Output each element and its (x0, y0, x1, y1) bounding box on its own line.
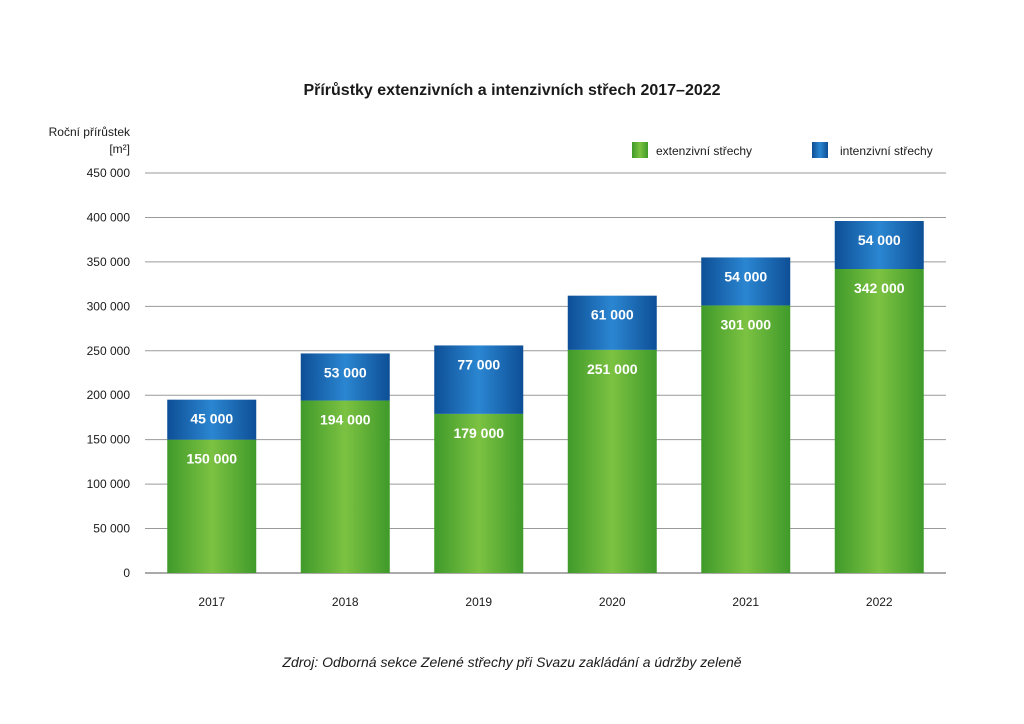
x-tick-label: 2022 (866, 595, 893, 609)
legend-label-extenzivni: extenzivní střechy (656, 144, 752, 158)
legend-label-intenzivni: intenzivní střechy (840, 144, 933, 158)
bar-intenzivni-2022 (834, 221, 924, 269)
legend-swatch-intenzivni (812, 142, 828, 158)
data-label-extenzivni-2020: 251 000 (587, 361, 638, 377)
y-tick-label: 300 000 (87, 299, 131, 313)
bars: 150 000 45 000 194 000 53 000 179 000 77 000 2… (167, 221, 924, 573)
x-tick-label: 2017 (198, 595, 225, 609)
data-label-intenzivni-2017: 45 000 (190, 411, 233, 427)
data-label-extenzivni-2022: 342 000 (854, 280, 905, 296)
bar-intenzivni-2019 (434, 345, 524, 414)
bar-extenzivni-2021 (701, 305, 791, 573)
x-tick-label: 2019 (465, 595, 492, 609)
bar-extenzivni-2018 (300, 400, 390, 573)
chart-title: Přírůstky extenzivních a intenzivních st… (303, 82, 720, 99)
gridlines (145, 172, 946, 574)
y-tick-label: 50 000 (93, 522, 130, 536)
bar-extenzivni-2017 (167, 439, 257, 573)
data-label-extenzivni-2021: 301 000 (720, 316, 771, 332)
y-tick-label: 250 000 (87, 344, 131, 358)
data-label-intenzivni-2018: 53 000 (324, 364, 367, 380)
data-label-intenzivni-2020: 61 000 (591, 307, 634, 323)
legend-swatch-extenzivni (632, 142, 648, 158)
y-tick-label: 350 000 (87, 255, 131, 269)
bar-extenzivni-2020 (567, 349, 657, 573)
y-axis-label-line1: Roční přírůstek (49, 125, 131, 139)
bar-extenzivni-2019 (434, 413, 524, 573)
bar-intenzivni-2017 (167, 399, 257, 440)
y-tick-label: 450 000 (87, 166, 131, 180)
bar-intenzivni-2018 (300, 353, 390, 401)
bar-intenzivni-2021 (701, 257, 791, 306)
y-tick-label: 150 000 (87, 433, 131, 447)
bar-extenzivni-2022 (834, 269, 924, 573)
legend: extenzivní střechy intenzivní střechy (632, 142, 933, 158)
x-axis-ticks: 2017 2018 2019 2020 2021 2022 (198, 595, 893, 609)
y-tick-label: 200 000 (87, 388, 131, 402)
data-label-intenzivni-2021: 54 000 (724, 268, 767, 284)
y-axis-label-line2: [m²] (109, 142, 130, 156)
y-tick-label: 0 (123, 566, 130, 580)
y-axis-ticks: 0 50 000 100 000 150 000 200 000 250 000 300 0… (87, 166, 131, 580)
y-tick-label: 100 000 (87, 477, 131, 491)
data-label-intenzivni-2022: 54 000 (858, 232, 901, 248)
data-label-extenzivni-2018: 194 000 (320, 412, 371, 428)
data-label-extenzivni-2019: 179 000 (453, 425, 504, 441)
y-tick-label: 400 000 (87, 210, 131, 224)
x-tick-label: 2018 (332, 595, 359, 609)
x-tick-label: 2020 (599, 595, 626, 609)
source-note: Zdroj: Odborná sekce Zelené střechy při … (281, 654, 741, 670)
x-tick-label: 2021 (732, 595, 759, 609)
bar-intenzivni-2020 (567, 295, 657, 350)
data-label-intenzivni-2019: 77 000 (457, 356, 500, 372)
data-label-extenzivni-2017: 150 000 (186, 451, 237, 467)
